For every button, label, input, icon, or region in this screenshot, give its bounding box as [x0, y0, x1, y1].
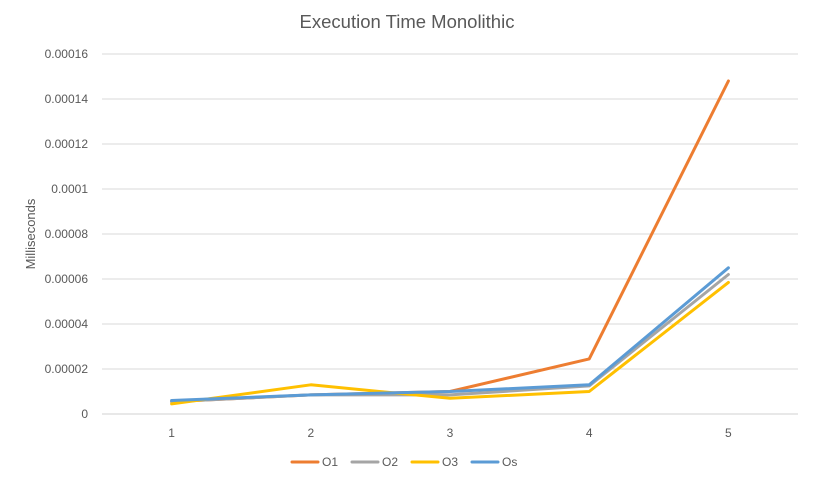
legend: O1 O2 O3 Os	[290, 455, 517, 469]
chart-title: Execution Time Monolithic	[300, 11, 515, 32]
x-tick-label: 2	[307, 426, 314, 440]
legend-label: Os	[502, 455, 517, 469]
x-axis-ticks: 1 2 3 4 5	[168, 426, 732, 440]
y-axis-ticks: 0 0.00002 0.00004 0.00006 0.00008 0.0001 0.000…	[45, 47, 89, 421]
y-tick-label: 0.00006	[45, 272, 89, 286]
series-line-o1	[170, 79, 730, 404]
legend-label: O3	[442, 455, 458, 469]
x-tick-label: 1	[168, 426, 175, 440]
y-tick-label: 0.0001	[51, 182, 88, 196]
x-tick-label: 3	[447, 426, 454, 440]
series-line-os	[170, 266, 730, 402]
x-tick-label: 4	[586, 426, 593, 440]
y-tick-label: 0	[81, 407, 88, 421]
y-tick-label: 0.00012	[45, 137, 89, 151]
gridlines	[102, 53, 798, 415]
y-tick-label: 0.00008	[45, 227, 89, 241]
y-tick-label: 0.00016	[45, 47, 89, 61]
y-tick-label: 0.00014	[45, 92, 89, 106]
legend-label: O1	[322, 455, 338, 469]
x-tick-label: 5	[725, 426, 732, 440]
series-line-o3	[170, 280, 730, 406]
y-tick-label: 0.00004	[45, 317, 89, 331]
y-axis-title: Milliseconds	[23, 198, 38, 269]
legend-label: O2	[382, 455, 398, 469]
series-lines	[170, 79, 730, 406]
y-tick-label: 0.00002	[45, 362, 89, 376]
